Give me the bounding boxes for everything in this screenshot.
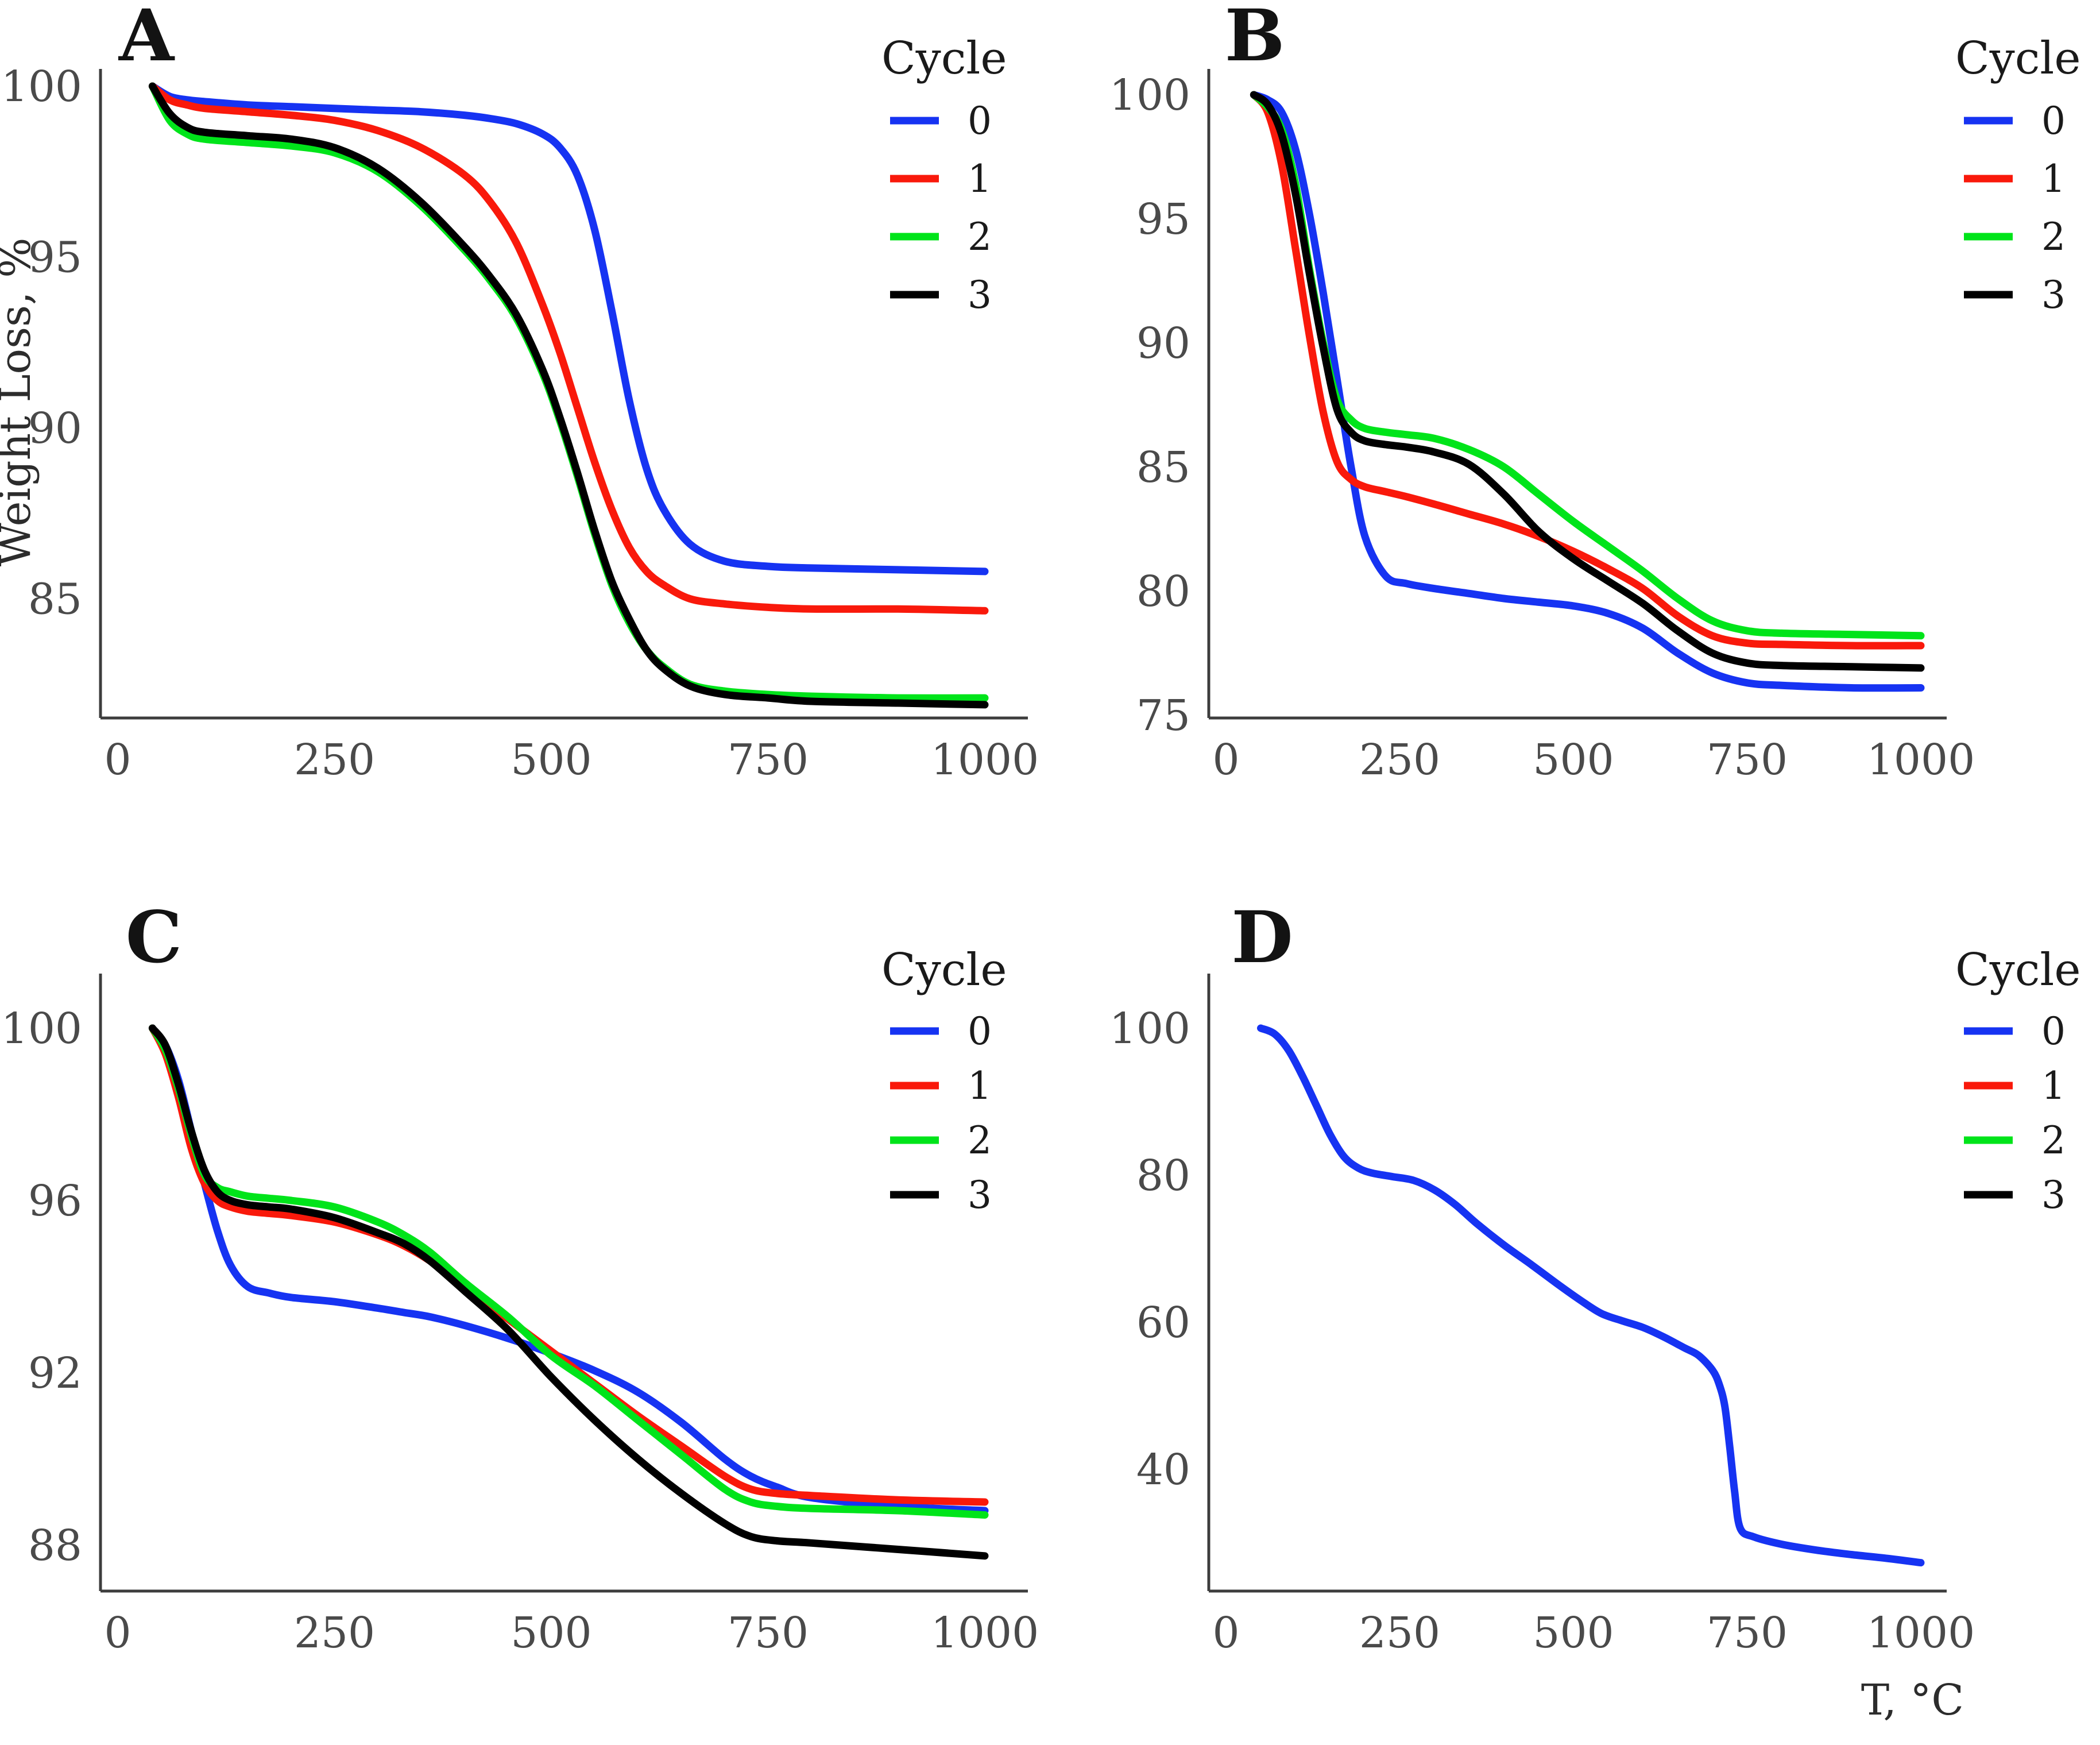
legend-title: Cycle: [1955, 33, 2081, 84]
x-tick-label: 250: [1359, 735, 1440, 785]
legend-label-cycle-2: 2: [968, 215, 992, 259]
x-tick-label: 750: [1707, 735, 1788, 785]
x-tick-label: 1000: [1867, 735, 1975, 785]
x-tick-label: 0: [1212, 1608, 1239, 1658]
y-tick-label: 88: [28, 1521, 82, 1570]
series-cycle-0: [148, 82, 989, 576]
legend-label-cycle-2: 2: [2041, 1118, 2066, 1163]
legend-label-cycle-1: 1: [2041, 1064, 2066, 1108]
y-tick-label: 75: [1136, 691, 1190, 740]
panel-title-C: C: [126, 896, 183, 979]
legend-label-cycle-1: 1: [968, 1064, 992, 1108]
y-tick-label: 60: [1136, 1298, 1190, 1348]
x-tick-label: 750: [728, 735, 809, 785]
y-axis-label: Weight Loss, %: [0, 238, 40, 567]
x-tick-label: 500: [1533, 1608, 1614, 1658]
x-tick-label: 250: [294, 1608, 375, 1658]
panel-D: D 100 80 60 40 0 250 500 750 1000: [1109, 896, 1975, 1658]
legend-A: Cycle 0 1 2 3: [881, 33, 1007, 317]
legend-label-cycle-1: 1: [2041, 157, 2066, 201]
panel-title-D: D: [1231, 896, 1293, 979]
x-tick-label: 500: [511, 1608, 591, 1658]
legend-label-cycle-2: 2: [968, 1118, 992, 1163]
y-tick-label: 90: [28, 404, 82, 453]
y-tick-label: 90: [1136, 319, 1190, 368]
y-tick-label: 40: [1136, 1445, 1190, 1495]
x-tick-label: 500: [1533, 735, 1614, 785]
legend-D: Cycle 0 1 2 3: [1955, 944, 2081, 1217]
series-cycle-1: [148, 82, 989, 615]
x-tick-label: 0: [1212, 735, 1239, 785]
series-cycle-3: [148, 1024, 989, 1560]
panel-A: A 100 95 90 85 0 250 500 750 1000: [1, 0, 1039, 785]
legend-label-cycle-3: 3: [2041, 273, 2066, 317]
legend-label-cycle-3: 3: [2041, 1173, 2066, 1217]
legend-B: Cycle 0 1 2 3: [1955, 33, 2081, 317]
y-tick-label: 85: [1136, 443, 1190, 492]
y-tick-label: 85: [28, 575, 82, 624]
y-tick-label: 100: [1, 62, 82, 111]
y-tick-label: 100: [1109, 1004, 1190, 1053]
legend-label-cycle-2: 2: [2041, 215, 2066, 259]
series-cycle-0: [1250, 91, 1925, 692]
legend-label-cycle-0: 0: [2041, 1009, 2066, 1053]
x-tick-label: 750: [1707, 1608, 1788, 1658]
legend-title: Cycle: [881, 33, 1007, 84]
panel-C: C 100 96 92 88 0 250 500 750 1000: [1, 896, 1039, 1658]
y-tick-label: 92: [28, 1349, 82, 1398]
legend-title: Cycle: [881, 944, 1007, 996]
y-tick-label: 100: [1, 1004, 82, 1053]
legend-label-cycle-0: 0: [968, 1009, 992, 1053]
legend-label-cycle-0: 0: [968, 99, 992, 143]
legend-label-cycle-3: 3: [968, 1173, 992, 1217]
series-cycle-3: [1250, 91, 1925, 672]
y-tick-label: 96: [28, 1176, 82, 1226]
y-tick-label: 95: [28, 233, 82, 283]
x-tick-label: 1000: [1867, 1608, 1975, 1658]
panel-title-A: A: [118, 0, 175, 78]
x-tick-label: 250: [1359, 1608, 1440, 1658]
legend-C: Cycle 0 1 2 3: [881, 944, 1007, 1217]
x-tick-label: 0: [104, 1608, 131, 1658]
x-axis-label: T, °C: [1861, 1675, 1964, 1725]
panel-title-B: B: [1225, 0, 1285, 78]
x-tick-label: 1000: [931, 1608, 1039, 1658]
x-tick-label: 500: [511, 735, 591, 785]
y-tick-label: 80: [1136, 1151, 1190, 1200]
series-cycle-3: [148, 82, 989, 709]
y-tick-label: 95: [1136, 195, 1190, 244]
x-tick-label: 250: [294, 735, 375, 785]
series-cycle-0: [1257, 1024, 1925, 1567]
y-tick-label: 80: [1136, 567, 1190, 616]
x-tick-label: 750: [728, 1608, 809, 1658]
series-cycle-1: [1250, 91, 1925, 650]
legend-label-cycle-1: 1: [968, 157, 992, 201]
x-tick-label: 0: [104, 735, 131, 785]
legend-title: Cycle: [1955, 944, 2081, 996]
y-tick-label: 100: [1109, 71, 1190, 120]
x-tick-label: 1000: [931, 735, 1039, 785]
legend-label-cycle-3: 3: [968, 273, 992, 317]
legend-label-cycle-0: 0: [2041, 99, 2066, 143]
